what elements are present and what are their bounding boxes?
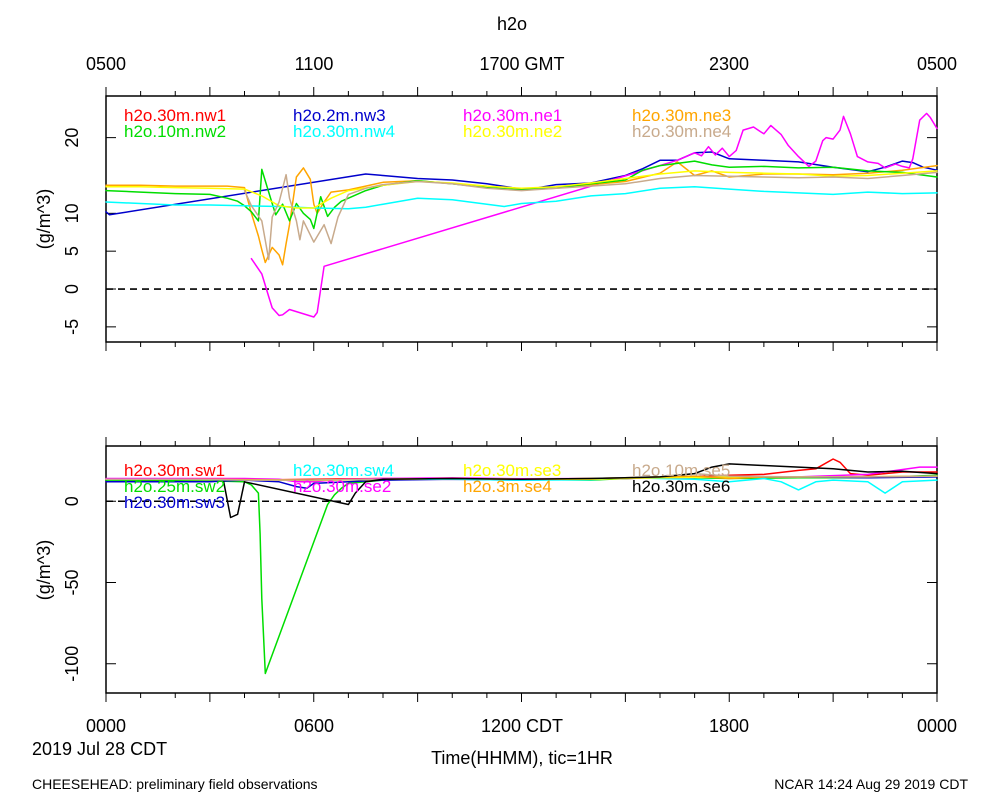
- top-axis-label-1: 1100: [295, 54, 334, 74]
- top-axis-label-3: 2300: [709, 54, 749, 74]
- lower-y-tick-labels: -100 -50 0: [62, 496, 82, 682]
- upper-y-tick-label: 5: [62, 246, 82, 256]
- series-h2o-30m-ne2: [105, 170, 938, 209]
- lower-y-axis-label: (g/m^3): [34, 540, 54, 600]
- legend-h2o-30m-se6: h2o.30m.se6: [632, 477, 730, 496]
- bottom-axis-label-2: 1200 CDT: [481, 716, 563, 736]
- upper-legend: h2o.30m.nw1h2o.10m.nw2h2o.2m.nw3h2o.30m.…: [124, 106, 731, 141]
- upper-y-tick-labels: -5 0 5 10 20: [62, 128, 82, 335]
- lower-y-tick-label: -100: [62, 646, 82, 682]
- top-axis-label-4: 0500: [917, 54, 957, 74]
- footer-left: CHEESEHEAD: preliminary field observatio…: [32, 776, 318, 792]
- upper-y-tick-label: -5: [62, 319, 82, 335]
- legend-h2o-30m-ne4: h2o.30m.ne4: [632, 122, 731, 141]
- lower-series-group: [105, 458, 938, 675]
- legend-h2o-30m-nw4: h2o.30m.nw4: [293, 122, 395, 141]
- series-h2o-30m-sw4: [313, 476, 938, 494]
- series-h2o-10m-nw2: [105, 160, 938, 230]
- legend-h2o-10m-nw2: h2o.10m.nw2: [124, 122, 226, 141]
- series-h2o-30m-nw4: [105, 186, 938, 210]
- upper-panel-ticks: [105, 87, 938, 351]
- footer-right: NCAR 14:24 Aug 29 2019 CDT: [774, 776, 968, 792]
- series-h2o-30m-ne1: [250, 112, 938, 318]
- legend-h2o-30m-ne1: h2o.30m.ne1: [463, 106, 562, 125]
- series-h2o-25m-sw2: [105, 474, 938, 675]
- legend-h2o-2m-nw3: h2o.2m.nw3: [293, 106, 386, 125]
- upper-y-tick-label: 20: [62, 128, 82, 148]
- legend-h2o-30m-ne2: h2o.30m.ne2: [463, 122, 562, 141]
- legend-h2o-3m-se4: h2o.3m.se4: [463, 477, 552, 496]
- series-h2o-2m-nw3: [105, 151, 938, 216]
- legend-h2o-25m-sw2: h2o.25m.sw2: [124, 477, 225, 496]
- upper-series-group: [105, 112, 938, 318]
- bottom-axis-label-3: 1800: [709, 716, 749, 736]
- lower-panel: -100-500 h2o.30m.sw1h2o.25m.sw2h2o.30m.s…: [34, 437, 938, 702]
- upper-y-axis-label: (g/m^3): [34, 189, 54, 249]
- top-axis-label-2: 1700 GMT: [479, 54, 564, 74]
- legend-h2o-10m-se5: h2o.10m.se5: [632, 461, 730, 480]
- legend-h2o-30m-sw3: h2o.30m.sw3: [124, 493, 225, 512]
- top-axis-label-0: 0500: [86, 54, 126, 74]
- bottom-axis-label-4: 0000: [917, 716, 957, 736]
- legend-h2o-30m-ne3: h2o.30m.ne3: [632, 106, 731, 125]
- lower-y-tick-label: 0: [62, 496, 82, 506]
- series-h2o-30m-nw4: [243, 171, 938, 261]
- legend-h2o-30m-sw4: h2o.30m.sw4: [293, 461, 394, 480]
- legend-h2o-30m-se3: h2o.30m.se3: [463, 461, 561, 480]
- series-h2o-30m-se6: [222, 463, 938, 519]
- bottom-axis-label-1: 0600: [294, 716, 334, 736]
- upper-y-tick-label: 10: [62, 203, 82, 223]
- bottom-axis-label-0: 0000: [86, 716, 126, 736]
- lower-y-tick-label: -50: [62, 569, 82, 595]
- legend-h2o-30m-nw1: h2o.30m.nw1: [124, 106, 226, 125]
- chart-title: h2o: [497, 14, 527, 34]
- date-label: 2019 Jul 28 CDT: [32, 739, 167, 759]
- legend-h2o-30m-se2: h2o.30m.se2: [293, 477, 391, 496]
- upper-y-tick-label: 0: [62, 284, 82, 294]
- x-axis-label: Time(HHMM), tic=1HR: [431, 748, 613, 768]
- legend-h2o-30m-sw1: h2o.30m.sw1: [124, 461, 225, 480]
